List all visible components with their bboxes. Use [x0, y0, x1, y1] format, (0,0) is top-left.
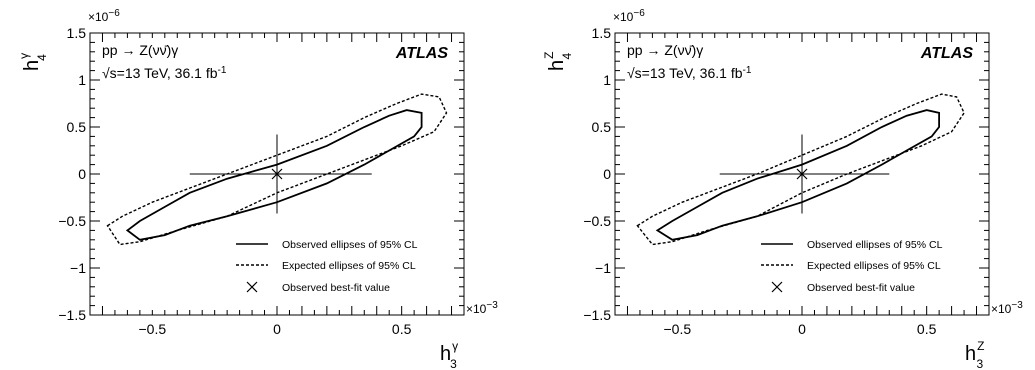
- energy-label: √s=13 TeV, 36.1 fb-1: [627, 65, 752, 81]
- expected-contour: [636, 93, 965, 246]
- legend-label: Observed best-fit value: [282, 282, 390, 294]
- process-label: pp → Z(νν̄)γ: [627, 42, 703, 58]
- y-tick-label: 1.5: [67, 25, 87, 41]
- legend-best-fit-marker: [771, 281, 783, 293]
- y-tick-label: 0: [603, 166, 611, 182]
- left-chart-panel: −0.5 0 0.5 −1.5 −1 −0.5 0 0.5 1 1.5×10−6 ×10−3 hγ 3 h…: [17, 8, 498, 370]
- y-tick-label: 1: [603, 72, 611, 88]
- x-axis-title: hγ 3: [440, 339, 458, 370]
- x-tick-label: 0: [798, 321, 806, 337]
- y-axis-title: hγ 4: [17, 53, 49, 71]
- y-tick-label: 1.5: [592, 25, 612, 41]
- y-tick-label: −0.5: [583, 213, 611, 229]
- legend-label: Observed ellipses of 95% CL: [282, 239, 418, 251]
- energy-label: √s=13 TeV, 36.1 fb-1: [102, 65, 227, 81]
- y-tick-label: −0.5: [58, 213, 86, 229]
- x-tick-label: 0: [273, 321, 281, 337]
- y-tick-label: 0.5: [67, 119, 87, 135]
- legend-label: Observed best-fit value: [807, 282, 915, 294]
- x-axis-title: hZ 3: [965, 339, 984, 370]
- legend-best-fit-marker: [246, 281, 258, 293]
- y-tick-label: −1.5: [58, 307, 86, 323]
- y-tick-label: −1.5: [583, 307, 611, 323]
- y-tick-label: −1: [595, 260, 611, 276]
- experiment-label: ATLAS: [920, 45, 973, 62]
- best-fit-marker: [796, 168, 808, 180]
- y-axis-title: hZ 4: [542, 52, 574, 71]
- y-tick-label: 0.5: [592, 119, 612, 135]
- x-tick-label: −0.5: [664, 321, 692, 337]
- process-label: pp → Z(νν̄)γ: [102, 42, 178, 58]
- experiment-label: ATLAS: [395, 45, 448, 62]
- x-axis-multiplier: ×10−3: [466, 300, 498, 316]
- legend-label: Expected ellipses of 95% CL: [282, 260, 416, 272]
- observed-contour: [655, 109, 941, 241]
- y-axis-multiplier: ×10−6: [613, 8, 645, 24]
- best-fit-marker: [271, 168, 283, 180]
- x-tick-label: 0.5: [392, 321, 412, 337]
- y-axis-multiplier: ×10−6: [88, 8, 120, 24]
- legend-label: Expected ellipses of 95% CL: [807, 260, 941, 272]
- y-tick-label: −1: [70, 260, 86, 276]
- expected-contour: [106, 93, 448, 246]
- right-chart-panel: −0.5 0 0.5 −1.5 −1 −0.5 0 0.5 1 1.5×10−6 ×10−3 hZ 3 h…: [542, 8, 1023, 370]
- observed-contour: [125, 109, 423, 241]
- x-axis-multiplier: ×10−3: [991, 300, 1023, 316]
- y-tick-label: 1: [78, 72, 86, 88]
- x-tick-label: 0.5: [917, 321, 937, 337]
- y-tick-label: 0: [78, 166, 86, 182]
- legend-label: Observed ellipses of 95% CL: [807, 239, 943, 251]
- x-tick-label: −0.5: [139, 321, 167, 337]
